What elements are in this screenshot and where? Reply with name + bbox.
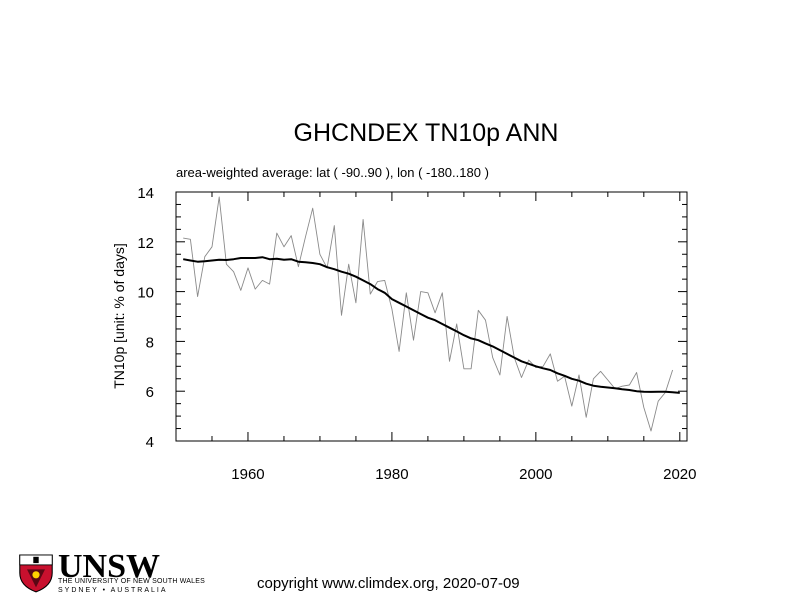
- logo-tagline-2: SYDNEY • AUSTRALIA: [58, 587, 168, 594]
- y-tick-label: 6: [146, 384, 154, 401]
- x-tick-label: 2000: [519, 466, 552, 483]
- unsw-crest-icon: [19, 554, 53, 593]
- logo-tagline-1: THE UNIVERSITY OF NEW SOUTH WALES: [58, 578, 206, 585]
- y-tick-label: 12: [137, 235, 154, 252]
- copyright-text: copyright www.climdex.org, 2020-07-09: [257, 575, 520, 592]
- trend-line: [183, 256, 680, 394]
- chart-subtitle: area-weighted average: lat ( -90..90 ), …: [176, 165, 489, 180]
- chart-title: GHCNDEX TN10p ANN: [294, 119, 559, 147]
- y-tick-label: 14: [137, 185, 154, 202]
- plot-frame: [175, 191, 688, 442]
- x-tick-label: 1960: [231, 466, 264, 483]
- y-tick-label: 4: [146, 434, 154, 451]
- x-tick-label: 2020: [663, 466, 696, 483]
- y-tick-label: 10: [137, 285, 154, 302]
- annual-series-line: [183, 196, 674, 432]
- x-tick-label: 1980: [375, 466, 408, 483]
- logo-wordmark: UNSW: [58, 548, 161, 585]
- y-tick-label: 8: [146, 334, 154, 351]
- y-axis-label: TN10p [unit: % of days]: [111, 243, 127, 389]
